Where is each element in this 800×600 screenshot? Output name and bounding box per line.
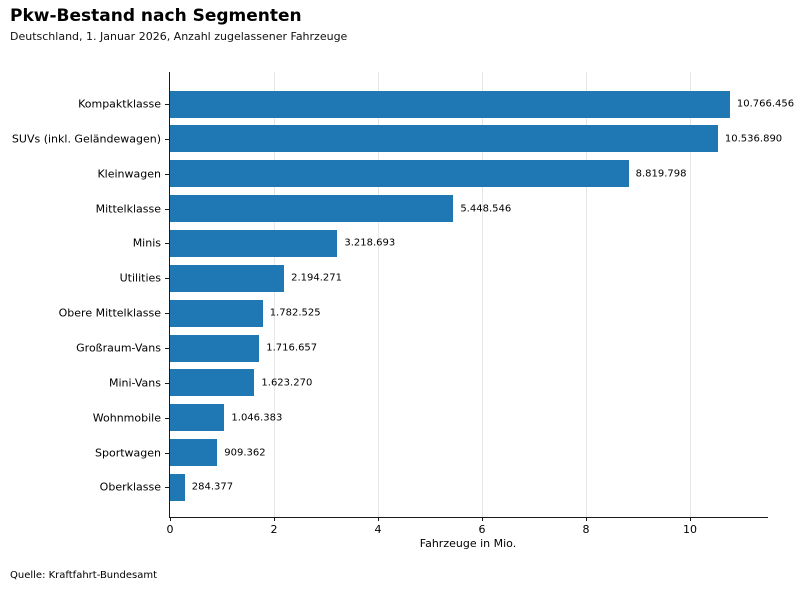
x-tick-label: 4	[374, 523, 382, 536]
value-label: 10.766.456	[736, 98, 795, 110]
bar	[170, 369, 255, 397]
value-label: 8.819.798	[635, 168, 687, 180]
x-axis-label: Fahrzeuge in Mio.	[419, 537, 517, 550]
category-label: Utilities	[119, 271, 161, 285]
value-label: 10.536.890	[724, 133, 783, 145]
gridline	[482, 72, 483, 517]
category-label: Großraum-Vans	[76, 341, 161, 355]
value-label: 3.218.693	[344, 237, 396, 249]
category-label: Sportwagen	[95, 446, 161, 460]
category-label: Kompaktklasse	[78, 97, 161, 111]
source-note: Quelle: Kraftfahrt-Bundesamt	[10, 570, 157, 581]
x-tick	[170, 517, 171, 521]
y-tick	[165, 278, 169, 280]
bar	[170, 264, 285, 292]
chart-title: Pkw-Bestand nach Segmenten	[10, 6, 302, 26]
gridline	[378, 72, 379, 517]
x-tick	[378, 517, 379, 521]
bar	[170, 299, 263, 327]
value-label: 2.194.271	[291, 272, 342, 284]
x-tick-label: 0	[166, 523, 174, 536]
y-tick	[165, 452, 169, 454]
x-tick-label: 2	[270, 523, 278, 536]
y-tick	[165, 348, 169, 350]
category-label: Wohnmobile	[92, 411, 161, 425]
value-label: 909.362	[224, 447, 266, 459]
value-label: 284.377	[191, 481, 234, 493]
y-tick	[165, 417, 169, 419]
y-tick	[165, 243, 169, 245]
value-label: 1.716.657	[266, 342, 318, 354]
bar	[170, 404, 225, 432]
x-tick-label: 6	[478, 523, 486, 536]
gridline	[274, 72, 275, 517]
category-label: SUVs (inkl. Geländewagen)	[11, 132, 161, 146]
x-tick	[586, 517, 587, 521]
x-tick-label: 10	[683, 523, 697, 536]
category-label: Mittelklasse	[95, 202, 161, 216]
x-tick	[274, 517, 275, 521]
value-label: 1.782.525	[269, 307, 321, 319]
x-tick-label: 8	[582, 523, 590, 536]
bar	[170, 160, 629, 188]
bar	[170, 90, 730, 118]
x-tick	[690, 517, 691, 521]
value-label: 1.046.383	[231, 412, 283, 424]
category-label: Obere Mittelklasse	[58, 306, 161, 320]
bar	[170, 229, 338, 257]
y-tick	[165, 173, 169, 175]
value-label: 1.623.270	[261, 377, 313, 389]
y-tick	[165, 208, 169, 210]
bar	[170, 334, 260, 362]
y-tick	[165, 104, 169, 105]
bar	[170, 125, 718, 153]
gridline	[690, 72, 691, 517]
y-tick	[165, 382, 169, 384]
gridline	[586, 72, 587, 517]
y-tick	[165, 138, 169, 140]
x-tick	[482, 517, 483, 521]
bar	[170, 473, 185, 501]
y-tick	[165, 487, 169, 489]
value-label: 5.448.546	[460, 203, 512, 215]
category-label: Mini-Vans	[108, 376, 161, 390]
bar	[170, 439, 218, 467]
y-tick	[165, 313, 169, 315]
category-label: Minis	[132, 236, 161, 250]
category-label: Kleinwagen	[97, 167, 161, 181]
category-label: Oberklasse	[99, 480, 161, 494]
plot-area: Kompaktklasse 10.766.456 SUVs (inkl. Gelän…	[12, 72, 794, 536]
chart-subtitle: Deutschland, 1. Januar 2026, Anzahl zuge…	[10, 30, 348, 43]
bar	[170, 195, 454, 223]
